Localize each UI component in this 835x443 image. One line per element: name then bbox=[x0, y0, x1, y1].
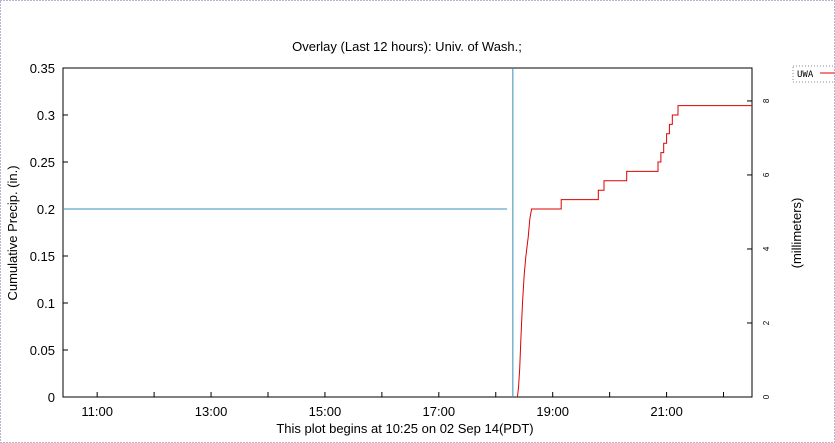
y-axis-label: Cumulative Precip. (in.) bbox=[5, 165, 20, 300]
y-tick-label: 0 bbox=[48, 390, 55, 405]
x-tick-label: 11:00 bbox=[81, 404, 113, 419]
y-tick-label: 0.05 bbox=[30, 343, 55, 358]
y-right-tick-label: 8 bbox=[762, 98, 771, 103]
plot-frame bbox=[62, 67, 753, 398]
y-tick-label: 0.3 bbox=[37, 108, 55, 123]
y-tick-label: 0.35 bbox=[30, 61, 55, 76]
y-right-tick-label: 0 bbox=[762, 394, 771, 399]
chart-title: Overlay (Last 12 hours): Univ. of Wash.; bbox=[292, 39, 522, 54]
legend-label: UWA bbox=[797, 70, 814, 80]
y-tick-label: 0.1 bbox=[37, 296, 55, 311]
series-uwa-line bbox=[516, 105, 752, 398]
plot-area: 0 0.05 0.1 0.15 0.2 0.25 0.3 0.35 0 2 4 6 8 11:00 13:0… bbox=[30, 61, 771, 419]
footer-note: This plot begins at 10:25 on 02 Sep 14(P… bbox=[276, 421, 533, 436]
legend-box bbox=[792, 65, 835, 83]
y-tick-label: 0.25 bbox=[30, 155, 55, 170]
x-tick-label: 19:00 bbox=[536, 404, 569, 419]
x-tick-label: 21:00 bbox=[650, 404, 683, 419]
x-tick-label: 15:00 bbox=[309, 404, 342, 419]
y-tick-label: 0.2 bbox=[37, 202, 55, 217]
x-tick-label: 17:00 bbox=[423, 404, 456, 419]
y-axis-label-right: (millimeters) bbox=[789, 198, 804, 269]
y-right-tick-label: 6 bbox=[762, 172, 771, 177]
x-tick-label: 13:00 bbox=[195, 404, 228, 419]
y-tick-label: 0.15 bbox=[30, 249, 55, 264]
y-right-tick-label: 4 bbox=[762, 246, 771, 251]
y-right-tick-label: 2 bbox=[762, 320, 771, 325]
